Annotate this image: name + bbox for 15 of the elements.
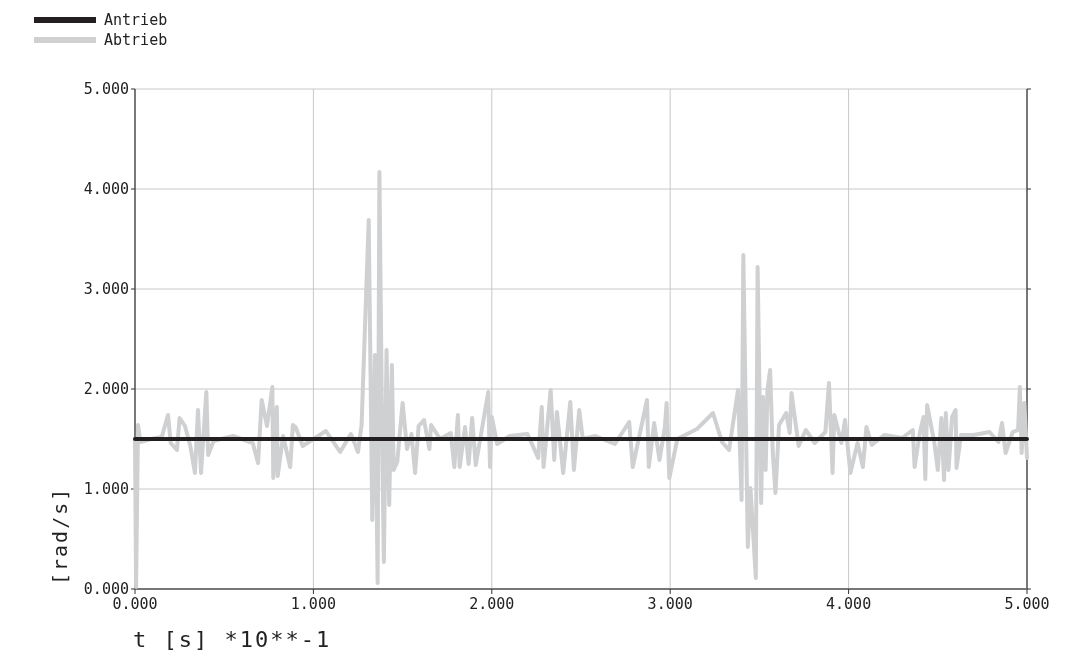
x-tick-label: 3.000 <box>647 595 693 613</box>
legend-label: Antrieb <box>104 11 168 30</box>
y-tick-label: 3.000 <box>83 280 129 299</box>
y-tick-label: 4.000 <box>83 180 129 199</box>
y-axis-title: [rad/s] <box>48 486 72 585</box>
y-tick-label: 2.000 <box>83 380 129 399</box>
x-tick-label: 2.000 <box>469 595 515 613</box>
x-tick-label: 4.000 <box>826 595 872 613</box>
legend-label: Abtrieb <box>104 31 168 50</box>
x-axis-title: t [s] *10**-1 <box>133 627 332 652</box>
x-tick-label: 5.000 <box>1004 595 1050 613</box>
y-tick-label: 5.000 <box>83 80 129 99</box>
x-tick-label: 1.000 <box>290 595 336 613</box>
x-tick-label: 0.000 <box>112 595 158 613</box>
y-tick-label: 1.000 <box>83 480 129 499</box>
